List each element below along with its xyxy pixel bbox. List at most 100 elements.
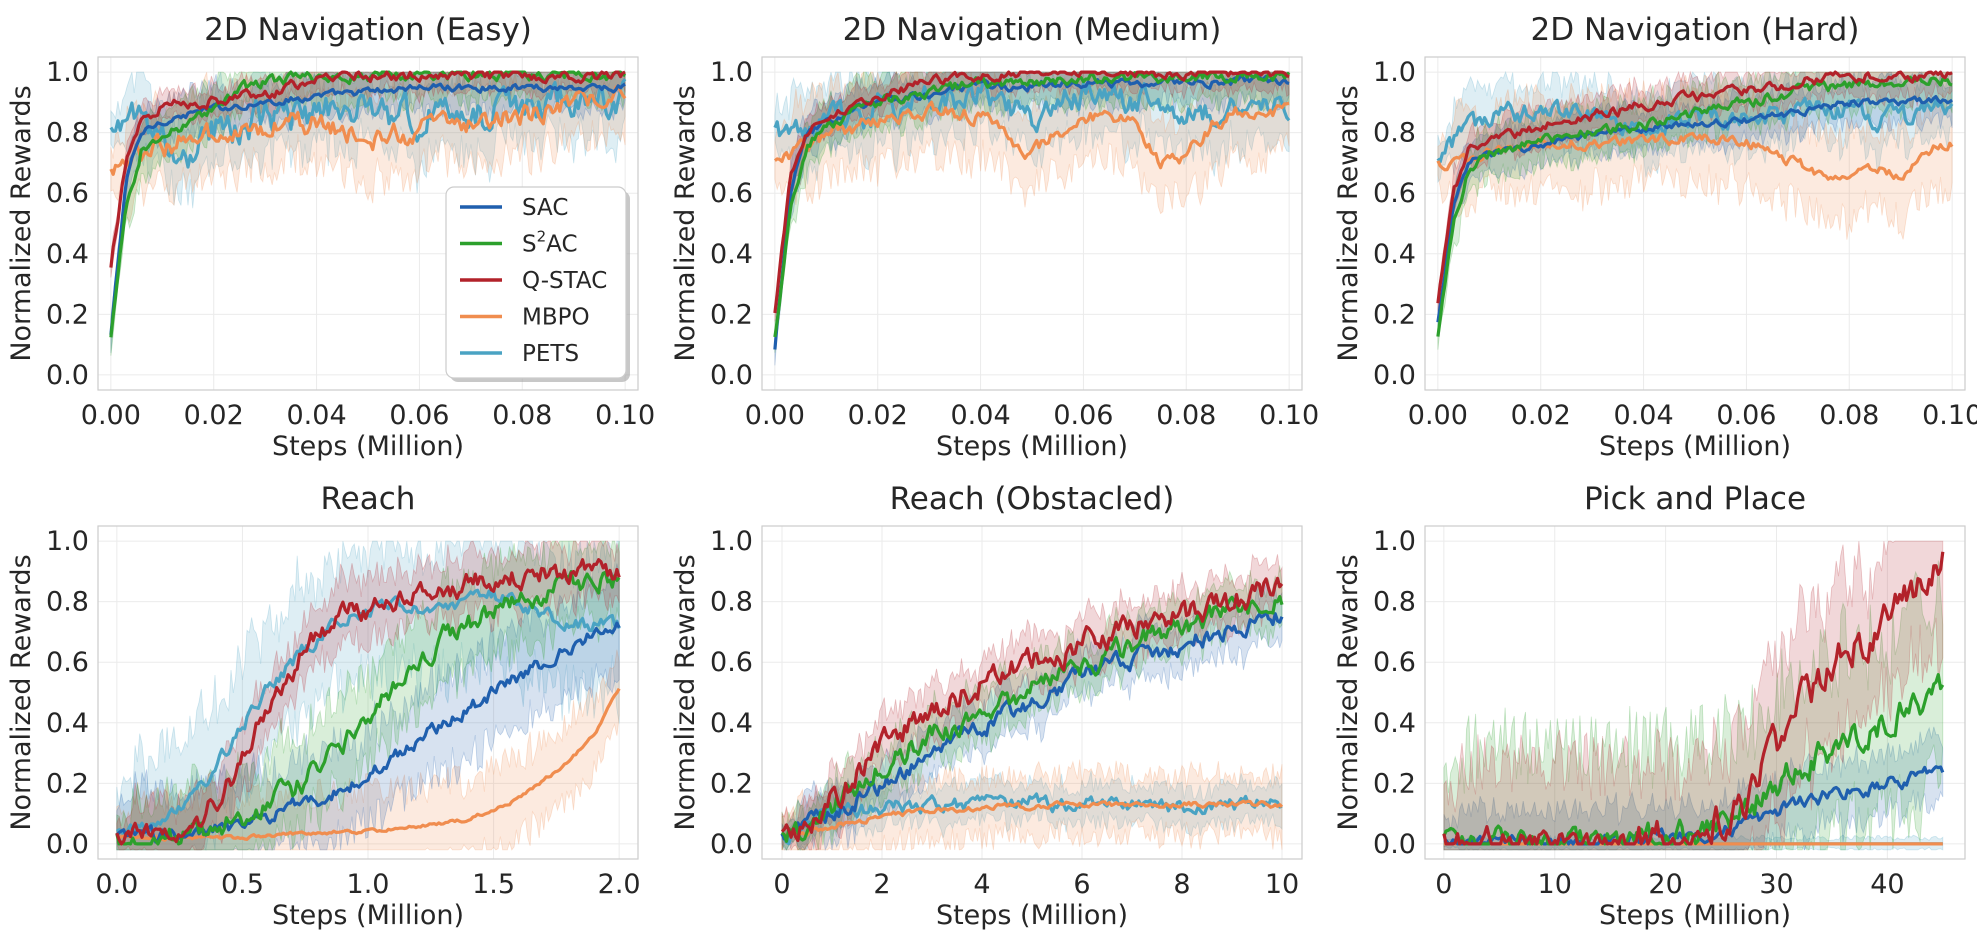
band-q-stac [110, 70, 626, 278]
series-line-mbpo [116, 687, 621, 842]
x-axis-label: Steps (Million) [936, 900, 1128, 931]
band-sac [116, 563, 620, 852]
y-tick-label: 0.8 [710, 587, 753, 618]
y-tick-label: 1.0 [1373, 526, 1416, 557]
x-tick-label: 1.5 [472, 869, 515, 900]
x-tick-label: 8 [1173, 869, 1190, 900]
x-tick-label: 0 [1435, 869, 1452, 900]
y-axis-label: Normalized Rewards [6, 554, 37, 830]
y-tick-label: 0.8 [46, 118, 89, 149]
y-tick-label: 1.0 [46, 526, 89, 557]
legend-label-part: S [522, 232, 537, 258]
y-tick-label: 0.4 [46, 239, 89, 270]
x-tick-label: 0.06 [1716, 400, 1776, 431]
y-tick-label: 0.0 [46, 829, 89, 860]
x-tick-label: 0.02 [848, 400, 908, 431]
chart-title: Pick and Place [1584, 481, 1806, 517]
x-tick-label: 0.08 [1819, 400, 1879, 431]
y-tick-label: 0.4 [46, 708, 89, 739]
x-axis-label: Steps (Million) [272, 431, 464, 462]
y-tick-label: 1.0 [710, 526, 753, 557]
band-mbpo [116, 649, 620, 851]
x-tick-label: 4 [973, 869, 990, 900]
band-mbpo [1437, 74, 1953, 240]
y-tick-label: 0.0 [710, 829, 753, 860]
band-sac [1443, 726, 1944, 851]
y-axis-label: Normalized Rewards [6, 85, 37, 361]
y-tick-label: 0.8 [46, 587, 89, 618]
y-tick-label: 0.4 [1373, 708, 1416, 739]
subplot-1: 0.00 0.02 0.04 0.06 0.08 0.10 0.0 0.2 0.4 0.6 0.8 1… [6, 12, 655, 462]
x-tick-label: 0.04 [1614, 400, 1674, 431]
plot-area [780, 553, 1284, 852]
series-line-mbpo [109, 84, 627, 176]
series-line-q-stac [1442, 551, 1945, 846]
x-tick-label: 0.00 [745, 400, 805, 431]
band-s2ac [1437, 70, 1953, 350]
y-tick-label: 0.0 [1373, 829, 1416, 860]
x-tick-label: 0.02 [1511, 400, 1571, 431]
subplot-5: 0 2 4 6 8 10 0.0 0.2 0.4 0.6 0.8 1.0 Reach (Obstacle… [670, 481, 1303, 931]
series-line-mbpo [781, 799, 1284, 838]
y-tick-label: 0.8 [1373, 118, 1416, 149]
x-tick-label: 0.08 [492, 400, 552, 431]
series-line-q-stac [115, 558, 621, 846]
series-line-q-stac [1436, 70, 1953, 304]
x-tick-label: 2.0 [598, 869, 641, 900]
x-tick-label: 0.08 [1156, 400, 1216, 431]
axes-frame [1424, 56, 1966, 391]
x-tick-label: 30 [1759, 869, 1793, 900]
series-line-q-stac [780, 576, 1284, 843]
chart-title: 2D Navigation (Hard) [1531, 12, 1860, 48]
y-tick-label: 0.4 [710, 708, 753, 739]
x-tick-label: 10 [1538, 869, 1572, 900]
y-tick-label: 1.0 [46, 57, 89, 88]
series-line-mbpo [773, 100, 1290, 170]
y-axis-label: Normalized Rewards [1333, 554, 1364, 830]
y-tick-label: 0.6 [1373, 647, 1416, 678]
y-axis-label: Normalized Rewards [670, 85, 701, 361]
legend-label-q-stac: Q-STAC [522, 268, 607, 294]
series-line-sac [1436, 95, 1954, 323]
axes-frame [761, 56, 1303, 391]
x-tick-label: 0.0 [95, 869, 138, 900]
x-tick-label: 0.00 [81, 400, 141, 431]
series-line-q-stac [109, 70, 626, 268]
series-line-sac [780, 609, 1284, 841]
chart-title: 2D Navigation (Medium) [843, 12, 1222, 48]
series-line-pets [1436, 96, 1954, 164]
y-tick-label: 0.2 [710, 768, 753, 799]
y-axis-label: Normalized Rewards [670, 554, 701, 830]
legend-label-sac: SAC [522, 195, 568, 221]
x-tick-label: 0.10 [595, 400, 655, 431]
series-line-sac [109, 82, 626, 335]
plot-area [1436, 70, 1954, 350]
y-tick-label: 0.4 [710, 239, 753, 270]
plot-area [1442, 540, 1945, 851]
y-tick-label: 0.4 [1373, 239, 1416, 270]
y-tick-label: 0.8 [1373, 587, 1416, 618]
y-tick-label: 0.8 [710, 118, 753, 149]
legend-label-pets: PETS [522, 341, 579, 367]
x-tick-label: 0.00 [1408, 400, 1468, 431]
x-axis-label: Steps (Million) [272, 900, 464, 931]
panels: 0.00 0.02 0.04 0.06 0.08 0.100.00.20.40.60.81… [6, 12, 1977, 931]
legend-label-sup: 2 [537, 228, 547, 246]
axes-frame [761, 525, 1303, 860]
subplot-2: 0.00 0.02 0.04 0.06 0.08 0.10 0.0 0.2 0.4 0.6 0.8 1… [670, 12, 1319, 462]
y-tick-label: 0.2 [1373, 299, 1416, 330]
plot-area [109, 70, 627, 356]
y-tick-label: 0.0 [46, 360, 89, 391]
series-line-s2ac [780, 595, 1284, 843]
chart-title: Reach (Obstacled) [890, 481, 1175, 517]
x-tick-label: 0.10 [1922, 400, 1977, 431]
x-tick-label: 2 [873, 869, 890, 900]
band-pets [110, 70, 626, 209]
y-tick-label: 0.6 [710, 178, 753, 209]
subplot-3: 0.00 0.02 0.04 0.06 0.08 0.10 0.0 0.2 0.4 0.6 0.8 1… [1333, 12, 1977, 462]
y-tick-label: 0.0 [1373, 360, 1416, 391]
subplot-6: 0 10 20 30 40 0.0 0.2 0.4 0.6 0.8 1.0 Pick and Plac… [1333, 481, 1966, 931]
axes-frame [1424, 525, 1966, 860]
series-line-pets [109, 78, 627, 169]
